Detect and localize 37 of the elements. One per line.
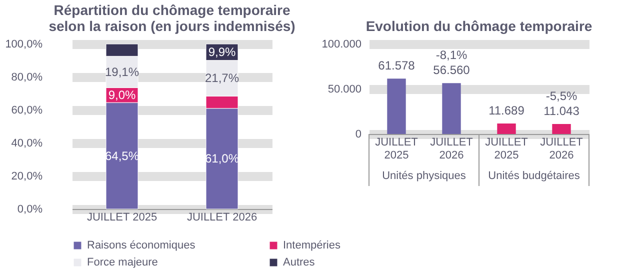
bar: [497, 123, 516, 134]
text: Unités physiques: [382, 170, 466, 182]
x-tick-label: JUILLET 2025: [485, 136, 528, 162]
y-tick-label: 40,0%: [11, 138, 43, 150]
chart-title: Evolution du chômage temporaire: [366, 18, 592, 34]
data-label: 64,5%: [104, 148, 140, 163]
legend-label: Autres: [283, 256, 316, 268]
bar: [387, 78, 406, 134]
x-tick-label: JUILLET 2026: [430, 136, 474, 162]
y-tick-label: 0: [355, 128, 362, 140]
data-label: 61.578: [378, 58, 416, 73]
x-tick-label: JUILLET 2025: [86, 212, 158, 224]
y-tick-label: 100.000: [322, 38, 362, 50]
text: Unités budgétaires: [488, 170, 580, 182]
y-tick-label: 20,0%: [11, 170, 43, 182]
x-tick-label: JUILLET 2026: [540, 136, 584, 162]
bar: [552, 124, 571, 134]
data-label: 9,9%: [208, 45, 236, 60]
y-tick-label: 0,0%: [17, 204, 43, 216]
legend-label: Raisons économiques: [87, 240, 196, 252]
data-label: 21,7%: [204, 71, 240, 86]
data-label: 9,0%: [108, 88, 136, 102]
text: -5,5% 11.043: [544, 89, 580, 118]
x-tick-label: JUILLET 2026: [186, 212, 258, 224]
data-label: 61,0%: [204, 152, 240, 166]
data-label: 19,1%: [104, 64, 140, 79]
y-tick-label: 80,0%: [11, 72, 43, 84]
y-tick-label: 100,0%: [5, 38, 43, 50]
legend-label: Force majeure: [87, 256, 158, 268]
data-label: 11.689: [488, 103, 525, 118]
bar: [442, 83, 461, 134]
y-tick-label: 50.000: [328, 84, 362, 96]
legend-label: Intempéries: [283, 240, 341, 252]
x-tick-label: JUILLET 2025: [375, 136, 418, 162]
text: -8,1% 56.560: [433, 48, 470, 78]
y-tick-label: 60,0%: [11, 104, 43, 116]
chart-title: Répartition du chômage temporaire selon la raison (en jours indemnisés): [48, 2, 296, 34]
